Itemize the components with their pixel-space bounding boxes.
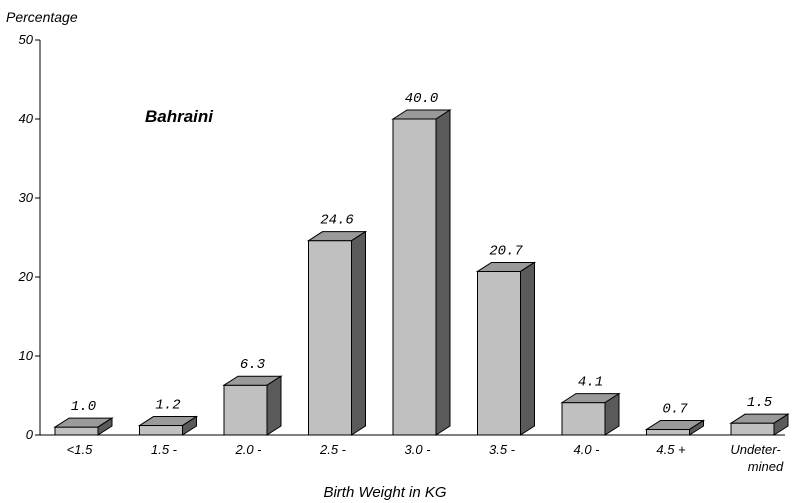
bar-side	[97, 417, 113, 436]
bar	[223, 384, 268, 436]
bar	[139, 425, 183, 436]
x-tick-label: 4.5 +	[656, 442, 686, 457]
bar-group: 24.6	[306, 213, 368, 436]
y-tick-label: 40	[19, 111, 34, 126]
bar-group: 20.7	[475, 243, 537, 436]
y-tick-label: 10	[19, 348, 34, 363]
data-label: 40.0	[405, 91, 439, 107]
x-tick-label: 3.0 -	[404, 442, 431, 457]
bar-group: 0.7	[644, 401, 706, 436]
x-tick-label: 2.5 -	[319, 442, 347, 457]
bar-group: 40.0	[391, 91, 452, 436]
bar-side	[435, 109, 451, 436]
bar-side	[266, 375, 282, 436]
bars: 1.0 1.2 6.3 24.6 40.0 20.7 4.1 0.7 1.5	[53, 91, 790, 436]
x-tick-label: 4.0 -	[573, 442, 600, 457]
y-tick-label: 20	[18, 269, 34, 284]
chart-annotation: Bahraini	[145, 107, 214, 126]
x-axis-label: Birth Weight in KG	[323, 484, 446, 501]
bar-side	[520, 261, 535, 436]
bar-side	[604, 392, 620, 436]
data-label: 1.2	[155, 398, 180, 414]
bar-group: 1.0	[53, 399, 114, 436]
bar-side	[182, 415, 197, 436]
data-label: 6.3	[240, 357, 265, 373]
bar	[392, 118, 437, 436]
bar	[561, 402, 606, 436]
y-tick-label: 30	[19, 190, 34, 205]
bar	[646, 428, 690, 436]
bar	[730, 422, 775, 436]
data-label: 0.7	[662, 401, 688, 417]
bar-group: 6.3	[222, 357, 283, 436]
y-ticks: 0 10 20 30 40 50	[18, 32, 40, 442]
data-label: 24.6	[320, 213, 354, 229]
bar-side	[689, 419, 704, 436]
bar-group: 4.1	[560, 375, 621, 436]
x-tick-label: 3.5 -	[489, 442, 516, 457]
bar	[477, 270, 521, 436]
x-tick-labels: <1.5 1.5 - 2.0 - 2.5 - 3.0 - 3.5 - 4.0 - 4.5 + U…	[67, 442, 784, 474]
bar-side	[351, 230, 366, 436]
bar-group: 1.5	[729, 395, 790, 436]
bar-side	[773, 413, 789, 436]
x-tick-label: <1.5	[67, 442, 93, 457]
x-tick-label: Undeter-mined	[730, 442, 784, 474]
data-label: 20.7	[489, 243, 523, 259]
y-tick-label: 50	[19, 32, 34, 47]
data-label: 1.5	[747, 395, 773, 411]
bar-group: 1.2	[137, 398, 199, 436]
x-tick-label: 1.5 -	[151, 442, 178, 457]
bar	[308, 240, 352, 436]
x-tick-label: 2.0 -	[234, 442, 262, 457]
data-label: 1.0	[71, 399, 96, 415]
y-tick-label: 0	[26, 427, 34, 442]
data-label: 4.1	[578, 375, 603, 391]
bar	[54, 426, 99, 436]
y-axis-label: Percentage	[6, 9, 78, 25]
